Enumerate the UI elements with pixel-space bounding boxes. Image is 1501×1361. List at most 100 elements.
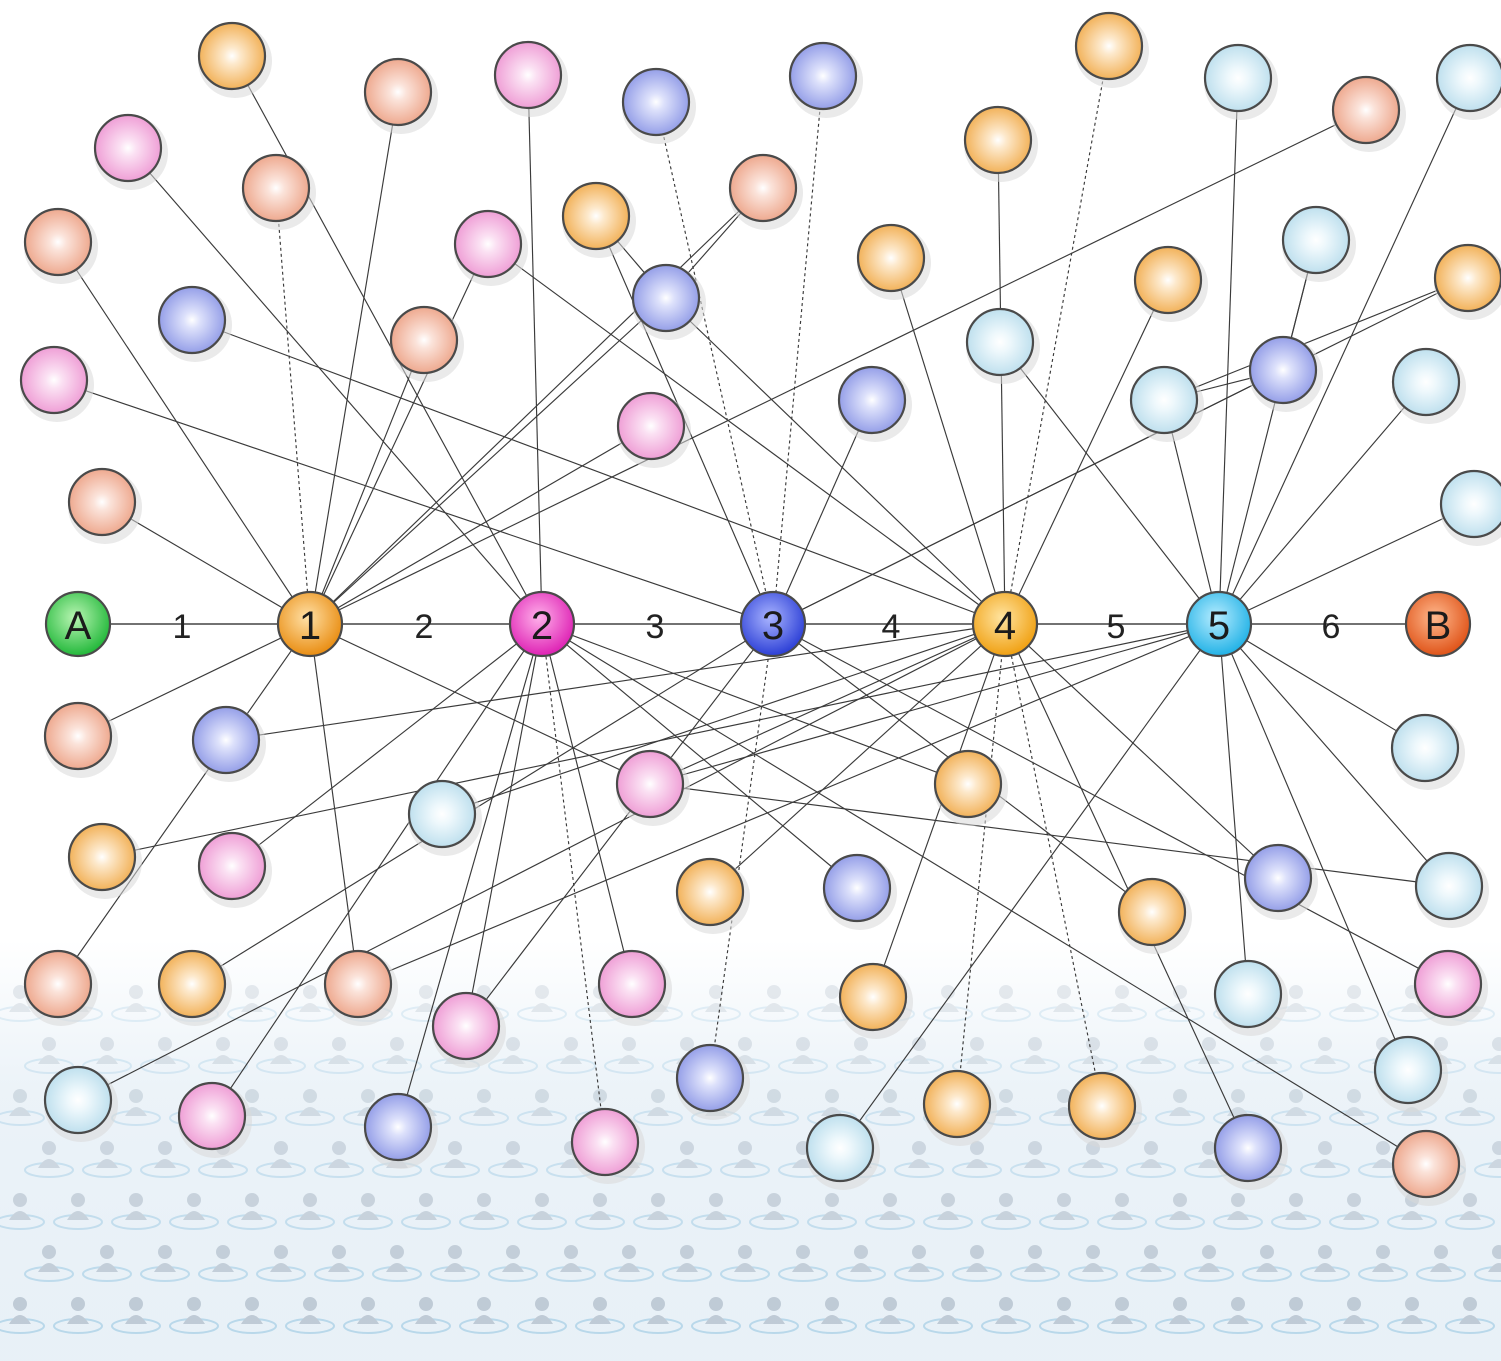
crowd-person-icon	[1039, 1297, 1089, 1334]
node-5: 5	[1185, 590, 1253, 658]
crowd-person-icon	[1126, 1245, 1176, 1282]
crowd-person-icon	[314, 1037, 364, 1074]
crowd-person-icon	[836, 1037, 886, 1074]
crowd-person-icon	[1184, 1141, 1234, 1178]
person-node	[1213, 959, 1288, 1036]
connection-line	[709, 623, 774, 1079]
node-4-label: 4	[994, 604, 1016, 648]
person-node	[728, 153, 803, 230]
crowd-person-icon	[53, 1193, 103, 1230]
person-node	[631, 263, 706, 340]
crowd-person-icon	[662, 1245, 712, 1282]
crowd-person-icon	[807, 1193, 857, 1230]
crowd-person-icon	[1445, 1297, 1495, 1334]
person-node	[363, 57, 438, 134]
person-node	[1414, 851, 1489, 928]
person-node-circle	[363, 1092, 433, 1162]
person-node-circle	[1433, 243, 1501, 313]
person-node-circle	[1133, 245, 1203, 315]
person-node	[67, 822, 142, 899]
crowd-person-icon	[343, 1193, 393, 1230]
connection-line	[1218, 77, 1239, 625]
connection-line	[1004, 623, 1249, 1149]
crowd-person-icon	[1068, 1037, 1118, 1074]
connection-line	[541, 623, 606, 1143]
connection-line	[1218, 381, 1427, 625]
crowd-person-icon	[82, 1245, 132, 1282]
node-1: 1	[276, 590, 344, 658]
crowd-person-icon	[372, 1245, 422, 1282]
chain-step-label-3: 3	[646, 608, 665, 646]
connection-lines	[53, 45, 1475, 1165]
connection-line	[77, 623, 311, 737]
connection-line	[225, 623, 1006, 741]
person-node	[197, 831, 272, 908]
connection-line	[541, 623, 633, 985]
crowd-person-icon	[1358, 1141, 1408, 1178]
person-node-circle	[1067, 1071, 1137, 1141]
crowd-person-icon	[720, 1245, 770, 1282]
person-node	[837, 365, 912, 442]
crowd-person-icon	[923, 1297, 973, 1334]
person-node-circle	[453, 209, 523, 279]
person-node	[1129, 365, 1204, 442]
person-node	[933, 749, 1008, 826]
person-node	[1373, 1035, 1448, 1112]
connection-line	[1163, 277, 1469, 401]
connection-line	[309, 425, 652, 625]
crowd-person-icon	[691, 985, 741, 1022]
crowd-person-icon	[1416, 1245, 1466, 1282]
crowd-person-icon	[53, 1297, 103, 1334]
person-node-circle	[1074, 11, 1144, 81]
person-node-circle	[597, 949, 667, 1019]
person-node-circle	[1203, 43, 1273, 113]
person-node-circle	[965, 307, 1035, 377]
crowd-person-icon	[227, 985, 277, 1022]
crowd-person-icon	[169, 1297, 219, 1334]
person-node-circle	[1331, 75, 1401, 145]
person-node	[363, 1092, 438, 1169]
person-node	[1435, 43, 1501, 120]
person-node-circle	[23, 207, 93, 277]
crowd-person-icon	[256, 1037, 306, 1074]
crowd-person-icon	[24, 1245, 74, 1282]
person-node	[43, 1065, 118, 1142]
person-node	[561, 181, 636, 258]
person-node	[1213, 1113, 1288, 1190]
node-B-label: B	[1425, 604, 1452, 648]
crowd-person-icon	[401, 1297, 451, 1334]
crowd-person-icon	[981, 1193, 1031, 1230]
crowd-person-icon	[285, 1089, 335, 1126]
crowd-person-icon	[1329, 985, 1379, 1022]
person-node-circle	[363, 57, 433, 127]
crowd-person-icon	[0, 1089, 45, 1126]
person-node-circle	[1414, 851, 1484, 921]
crowd-person-icon	[952, 1141, 1002, 1178]
person-node-circle	[43, 701, 113, 771]
person-node-circle	[197, 21, 267, 91]
crowd-person-icon	[198, 1037, 248, 1074]
crowd-person-icon	[1474, 1141, 1501, 1178]
crowd-person-icon	[749, 985, 799, 1022]
connection-line	[309, 623, 651, 785]
crowd-person-icon	[517, 985, 567, 1022]
person-node	[675, 1043, 750, 1120]
connection-line	[127, 147, 543, 625]
connection-line	[1218, 623, 1450, 887]
person-node	[1117, 877, 1192, 954]
crowd-person-icon	[285, 1297, 335, 1334]
node-2: 2	[508, 590, 576, 658]
person-node	[191, 705, 266, 782]
person-node-circle	[616, 391, 686, 461]
person-node-circle	[615, 749, 685, 819]
connection-line	[527, 74, 543, 625]
crowd-person-icon	[517, 1193, 567, 1230]
person-node-circle	[675, 857, 745, 927]
chain-step-label-1: 1	[173, 608, 192, 646]
crowd-person-icon	[981, 1089, 1031, 1126]
connection-line	[231, 55, 543, 625]
person-node-circle	[837, 365, 907, 435]
connection-line	[487, 243, 1006, 625]
crowd-person-icon	[1300, 1245, 1350, 1282]
